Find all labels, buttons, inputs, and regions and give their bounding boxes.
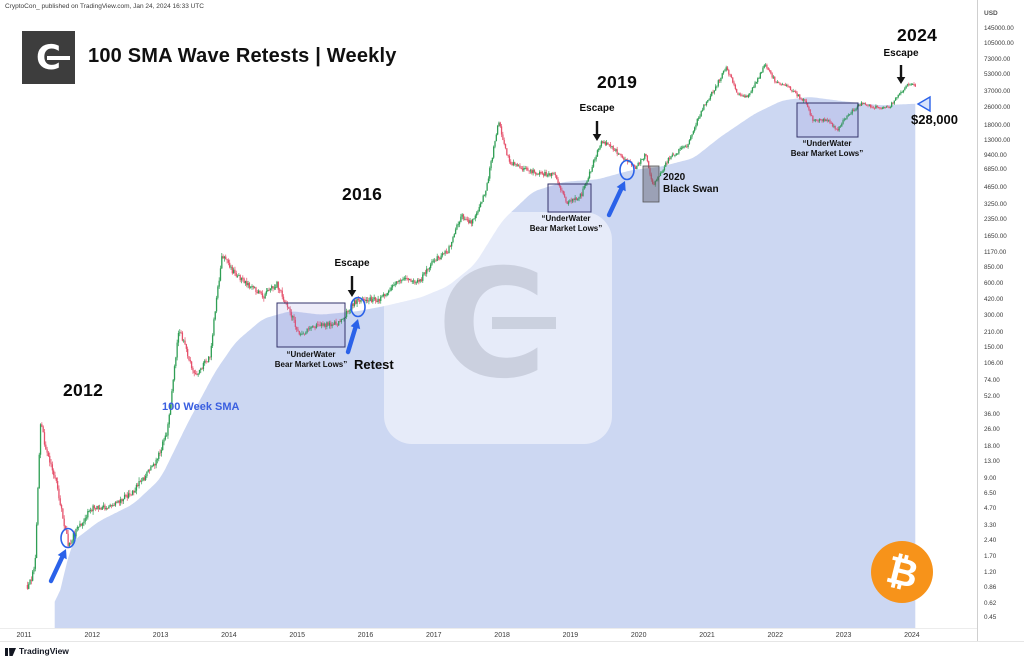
price-tick: 850.00 bbox=[984, 263, 1004, 271]
publish-attribution: CryptoCon_ published on TradingView.com,… bbox=[5, 3, 204, 10]
price-tick: 26000.00 bbox=[984, 104, 1011, 112]
retest-circle bbox=[60, 527, 76, 549]
retest-arrow bbox=[48, 554, 65, 584]
price-tick: 9400.00 bbox=[984, 151, 1007, 159]
price-tick: 1650.00 bbox=[984, 232, 1007, 240]
time-tick: 2014 bbox=[221, 632, 237, 639]
price-tick: 6850.00 bbox=[984, 166, 1007, 174]
chart-annotations bbox=[48, 65, 931, 584]
time-tick: 2023 bbox=[835, 632, 852, 639]
price-tick: 53000.00 bbox=[984, 71, 1011, 79]
time-axis[interactable]: 2011 2012 2013 2014 2015 2016 2017 2018 2019 2020… bbox=[0, 628, 977, 642]
price-tick: 9.00 bbox=[984, 475, 997, 483]
svg-text:C: C bbox=[437, 238, 547, 412]
retest-arrow-head bbox=[616, 181, 626, 192]
cryptocon-logo-bar bbox=[47, 56, 70, 60]
price-tick: 600.00 bbox=[984, 279, 1004, 287]
time-tick: 2020 bbox=[630, 632, 647, 639]
retest-arrow-head bbox=[350, 319, 361, 330]
price-axis-currency: USD bbox=[984, 10, 998, 17]
price-tick: 0.62 bbox=[984, 599, 997, 607]
escape-arrow-head bbox=[347, 290, 357, 297]
price-tick: 36.00 bbox=[984, 410, 1000, 418]
price-tick: 74.00 bbox=[984, 377, 1000, 385]
time-tick: 2013 bbox=[152, 632, 169, 639]
price-tick: 18000.00 bbox=[984, 121, 1011, 129]
escape-arrow-head bbox=[896, 77, 906, 84]
price-tick: 3250.00 bbox=[984, 201, 1007, 209]
price-tick: 300.00 bbox=[984, 311, 1004, 319]
chart-title: 100 SMA Wave Retests | Weekly bbox=[88, 45, 397, 67]
time-tick: 2019 bbox=[562, 632, 579, 639]
price-tick: 13000.00 bbox=[984, 136, 1011, 144]
price-tick: 3.30 bbox=[984, 521, 997, 529]
price-tick: 106.00 bbox=[984, 360, 1004, 368]
price-tick: 73000.00 bbox=[984, 56, 1011, 64]
price-tick: 18.00 bbox=[984, 442, 1000, 450]
price-axis[interactable]: USD 145000.00 105000.00 73000.00 53000.00 37… bbox=[977, 0, 1024, 659]
price-tick: 1170.00 bbox=[984, 248, 1007, 256]
price-tick: 26.00 bbox=[984, 425, 1000, 433]
price-tick: 2350.00 bbox=[984, 216, 1007, 224]
price-tick: 210.00 bbox=[984, 328, 1004, 336]
tradingview-brand-text: TradingView bbox=[19, 645, 69, 656]
escape-arrow-head bbox=[592, 134, 602, 141]
retest-arrow bbox=[606, 186, 624, 218]
candlestick-series bbox=[26, 63, 916, 590]
price-tick: 4.70 bbox=[984, 505, 997, 513]
footer-bar: TradingView bbox=[0, 641, 1024, 659]
retest-arrow bbox=[345, 325, 358, 355]
time-tick: 2024 bbox=[904, 632, 920, 639]
time-tick: 2011 bbox=[16, 632, 32, 639]
retest-circle bbox=[350, 296, 366, 318]
underwater-box bbox=[796, 102, 859, 138]
price-tick: 0.86 bbox=[984, 584, 997, 592]
price-tick: 105000.00 bbox=[984, 39, 1014, 47]
retest-arrow-head bbox=[57, 549, 67, 560]
time-tick: 2018 bbox=[494, 632, 510, 639]
sma-price-marker-icon bbox=[916, 95, 931, 113]
price-tick: 1.20 bbox=[984, 568, 997, 576]
price-tick: 420.00 bbox=[984, 296, 1004, 304]
time-tick: 2012 bbox=[84, 632, 101, 639]
time-tick: 2015 bbox=[289, 632, 305, 639]
underwater-box bbox=[547, 183, 592, 213]
price-tick: 52.00 bbox=[984, 393, 1000, 401]
price-tick: 37000.00 bbox=[984, 88, 1011, 96]
price-tick: 4650.00 bbox=[984, 184, 1007, 192]
tradingview-logo-icon bbox=[5, 648, 16, 656]
price-tick: 13.00 bbox=[984, 457, 1000, 465]
time-tick: 2021 bbox=[699, 632, 715, 639]
cryptocon-logo-icon: C bbox=[22, 31, 75, 84]
time-tick: 2016 bbox=[357, 632, 374, 639]
price-tick: 1.70 bbox=[984, 552, 997, 560]
cryptocon-watermark: C bbox=[384, 212, 612, 444]
bitcoin-icon: ₿ bbox=[881, 546, 923, 597]
tradingview-logo[interactable]: TradingView bbox=[5, 645, 69, 656]
price-tick: 150.00 bbox=[984, 344, 1004, 352]
time-tick: 2017 bbox=[426, 632, 442, 639]
underwater-box bbox=[276, 302, 346, 348]
black-swan-box bbox=[642, 165, 660, 203]
price-tick: 6.50 bbox=[984, 490, 997, 498]
bitcoin-badge: ₿ bbox=[871, 541, 933, 603]
retest-circle bbox=[619, 159, 635, 181]
price-tick: 2.40 bbox=[984, 536, 997, 544]
time-tick: 2022 bbox=[767, 632, 784, 639]
price-tick: 0.45 bbox=[984, 614, 997, 622]
price-tick: 145000.00 bbox=[984, 24, 1014, 32]
